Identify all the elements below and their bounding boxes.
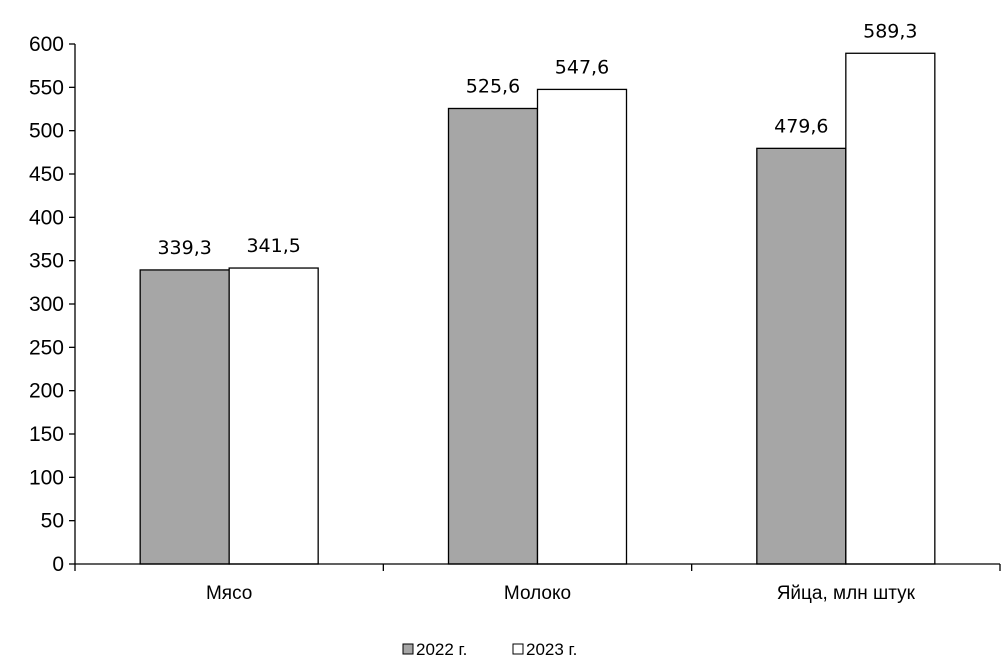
y-tick-label: 600: [29, 33, 64, 56]
y-tick-label: 500: [29, 120, 64, 143]
bars: [139, 52, 936, 565]
bar: [756, 147, 847, 565]
data-label: 525,6: [466, 75, 520, 97]
category-label: Яйца, млн штук: [777, 583, 916, 604]
legend-swatch: [512, 643, 524, 655]
y-tick-label: 150: [29, 423, 64, 446]
data-label: 589,3: [863, 20, 917, 42]
category-label: Мясо: [206, 583, 252, 604]
y-tick-label: 400: [29, 206, 64, 229]
bar: [845, 52, 936, 565]
bar: [447, 107, 539, 565]
bar: [228, 267, 319, 565]
legend-swatch: [402, 643, 414, 655]
y-tick-label: 550: [29, 76, 64, 99]
legend: 2022 г. 2023 г.: [402, 640, 577, 659]
y-tick-label: 0: [52, 553, 64, 576]
y-tick-label: 300: [29, 293, 64, 316]
y-tick-label: 200: [29, 380, 64, 403]
axes: [74, 44, 1000, 565]
y-tick-label: 50: [41, 510, 64, 533]
y-tick-label: 250: [29, 336, 64, 359]
legend-label: 2023 г.: [526, 640, 577, 659]
y-axis-ticks: 0 50 100 150 200 250 300 350 400 450 500 550 600: [29, 33, 75, 576]
data-label: 479,6: [774, 115, 828, 137]
data-label: 341,5: [246, 235, 300, 257]
bar: [536, 88, 628, 565]
bar: [139, 269, 230, 565]
y-tick-label: 450: [29, 163, 64, 186]
y-tick-label: 350: [29, 250, 64, 273]
category-labels: Мясо Молоко Яйца, млн штук: [206, 583, 916, 604]
legend-label: 2022 г.: [416, 640, 467, 659]
data-label: 547,6: [555, 56, 609, 78]
x-axis-ticks: [74, 564, 1001, 571]
y-tick-label: 100: [29, 466, 64, 489]
data-label: 339,3: [157, 237, 211, 259]
category-label: Молоко: [504, 583, 571, 604]
data-labels: 339,3 525,6 479,6 341,5 547,6 589,3: [157, 20, 917, 259]
